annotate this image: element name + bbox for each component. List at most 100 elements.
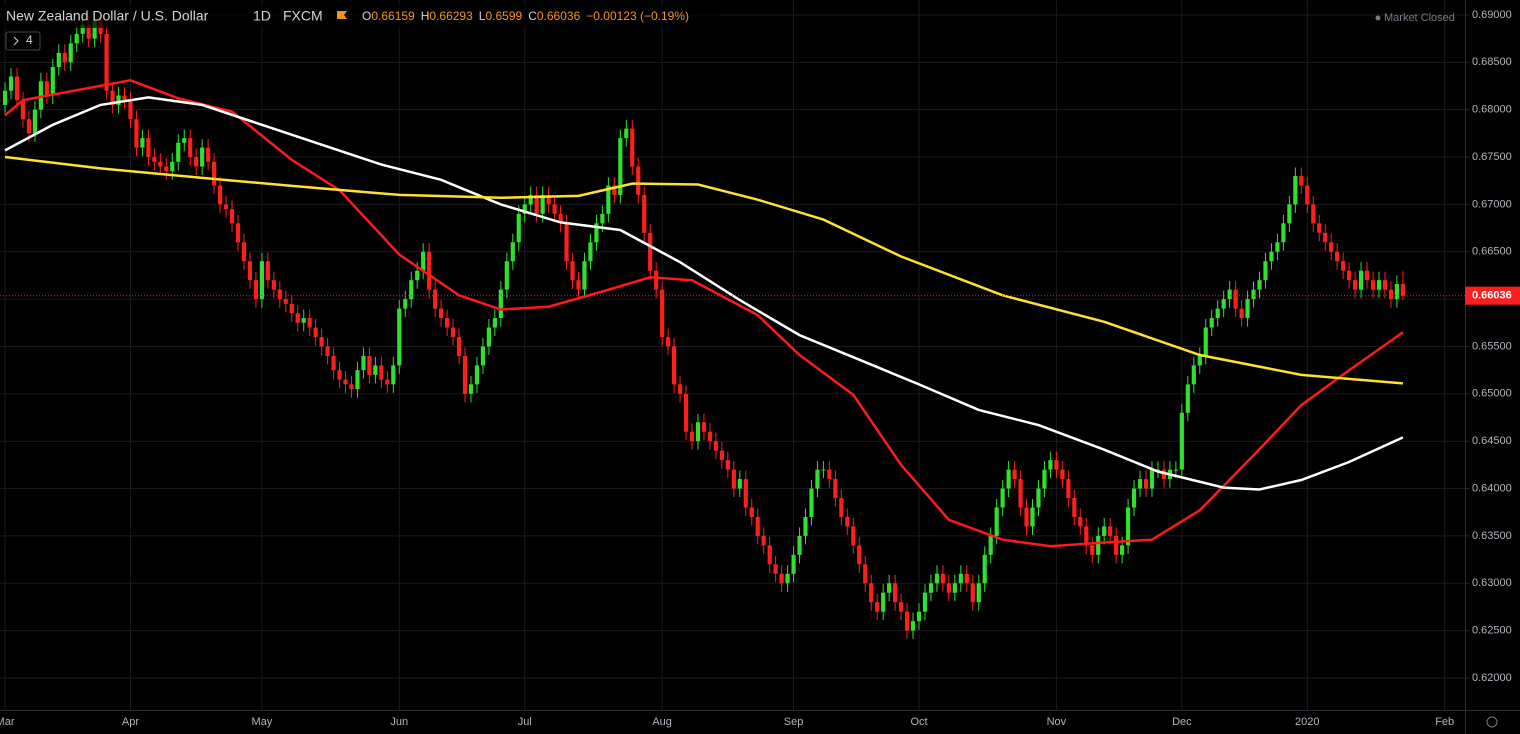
settings-icon[interactable] (1486, 716, 1498, 728)
candle-body (1173, 469, 1178, 471)
indicators-toggle[interactable] (5, 31, 41, 51)
candle-body (1317, 223, 1322, 233)
candle-body (462, 355, 468, 394)
y-tick-label: 0.65000 (1472, 388, 1512, 400)
candle-body (1149, 469, 1155, 489)
candle-body (1006, 469, 1011, 489)
market-status: Market Closed (1384, 12, 1455, 24)
candle-body (546, 194, 551, 205)
candle-body (534, 194, 539, 214)
candle-body (863, 564, 868, 584)
ohlc-label: L (479, 9, 486, 23)
candle-body (1311, 204, 1316, 224)
candle-body (1269, 251, 1274, 262)
candle-body (677, 384, 683, 394)
candle-body (928, 583, 934, 593)
candle-body (683, 393, 689, 432)
candle-body (749, 507, 754, 517)
candle-body (976, 583, 981, 603)
candle-body (2, 90, 8, 105)
candle-body (188, 138, 193, 158)
candle-body (229, 209, 235, 224)
candle-body (379, 365, 384, 380)
candle-body (1239, 308, 1244, 319)
candle-body (164, 166, 169, 172)
candle-body (994, 507, 999, 536)
candle-body (38, 81, 43, 110)
x-tick-label: Apr (122, 716, 139, 728)
candle-body (474, 365, 480, 385)
candle-body (666, 337, 671, 347)
x-tick-label: Jun (390, 716, 408, 728)
candle-body (1197, 355, 1202, 366)
candle-body (1358, 270, 1364, 290)
candle-body (1251, 289, 1256, 300)
change: −0.00123 (−0.19%) (586, 9, 689, 23)
x-tick-label: Aug (652, 716, 672, 728)
candle-body (887, 583, 892, 593)
candle-body (934, 573, 940, 584)
candle-body (910, 621, 916, 631)
candle-body (1257, 280, 1262, 290)
candle-body (32, 109, 37, 134)
candle-body (660, 289, 665, 338)
candle-body (1275, 242, 1280, 252)
candle-body (331, 355, 336, 371)
candle-body (636, 166, 641, 195)
candle-body (1394, 283, 1399, 300)
candle-body (397, 308, 402, 366)
y-tick-label: 0.63000 (1472, 577, 1512, 589)
candle-body (158, 161, 163, 167)
symbol: New Zealand Dollar / U.S. Dollar (6, 8, 209, 24)
candle-body (235, 223, 241, 243)
candle-body (1137, 479, 1143, 489)
candle-body (450, 327, 456, 338)
candle-body (128, 100, 133, 120)
candle-body (857, 545, 862, 565)
candle-body (1054, 460, 1059, 470)
candle-body (176, 142, 181, 162)
candle-body (671, 346, 677, 385)
ohlc-value: 0.66293 (429, 9, 473, 23)
candle-body (194, 157, 199, 167)
candle-body (952, 583, 957, 593)
candle-body (707, 431, 713, 442)
status-dot (1375, 15, 1381, 21)
gear (1486, 716, 1498, 728)
candle-body (1030, 507, 1035, 527)
header-bg (0, 4, 720, 28)
candle-body (540, 194, 545, 214)
candle-body (313, 327, 318, 338)
grid (0, 0, 1465, 710)
candle-body (1335, 251, 1340, 262)
candle-body (588, 242, 593, 262)
candle-body (498, 289, 503, 319)
candle-body (283, 299, 288, 304)
x-tick-label: Nov (1047, 716, 1067, 728)
candle-body (773, 564, 778, 574)
candle-body (510, 242, 515, 262)
y-tick-label: 0.67500 (1472, 151, 1512, 163)
x-tick-label: Mar (0, 716, 15, 728)
candle-body (958, 573, 963, 584)
candle-body (869, 583, 874, 603)
candle-body (456, 337, 462, 356)
flag-icon[interactable] (337, 11, 347, 19)
ohlc-label: O (362, 9, 371, 23)
candle-body (713, 441, 718, 451)
candle-body (893, 583, 898, 603)
last-price-box (1465, 286, 1520, 305)
candle-body (1179, 412, 1184, 470)
candle-body (1084, 526, 1089, 546)
candle-body (528, 194, 533, 205)
ohlc-value: 0.66159 (371, 9, 415, 23)
candle-body (1066, 479, 1071, 499)
candle-body (492, 318, 497, 328)
ohlc-value: 0.6599 (485, 9, 522, 23)
x-tick-label: Sep (784, 716, 804, 728)
candle-body (1209, 318, 1214, 328)
candle-body (1376, 280, 1382, 290)
candle-body (1060, 469, 1065, 480)
candle-body (701, 422, 707, 432)
